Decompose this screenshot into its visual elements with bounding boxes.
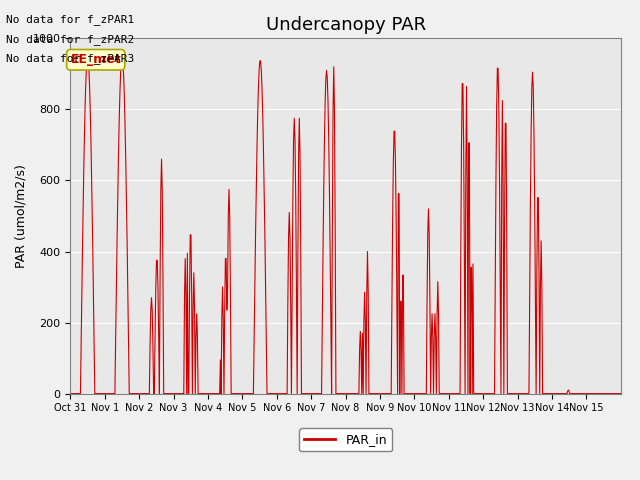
Y-axis label: PAR (umol/m2/s): PAR (umol/m2/s) bbox=[14, 164, 27, 268]
Text: No data for f_zPAR1: No data for f_zPAR1 bbox=[6, 14, 134, 25]
Text: EE_met: EE_met bbox=[70, 53, 121, 66]
Text: No data for f_zPAR3: No data for f_zPAR3 bbox=[6, 53, 134, 64]
Title: Undercanopy PAR: Undercanopy PAR bbox=[266, 16, 426, 34]
Text: No data for f_zPAR2: No data for f_zPAR2 bbox=[6, 34, 134, 45]
Legend: PAR_in: PAR_in bbox=[299, 428, 392, 451]
